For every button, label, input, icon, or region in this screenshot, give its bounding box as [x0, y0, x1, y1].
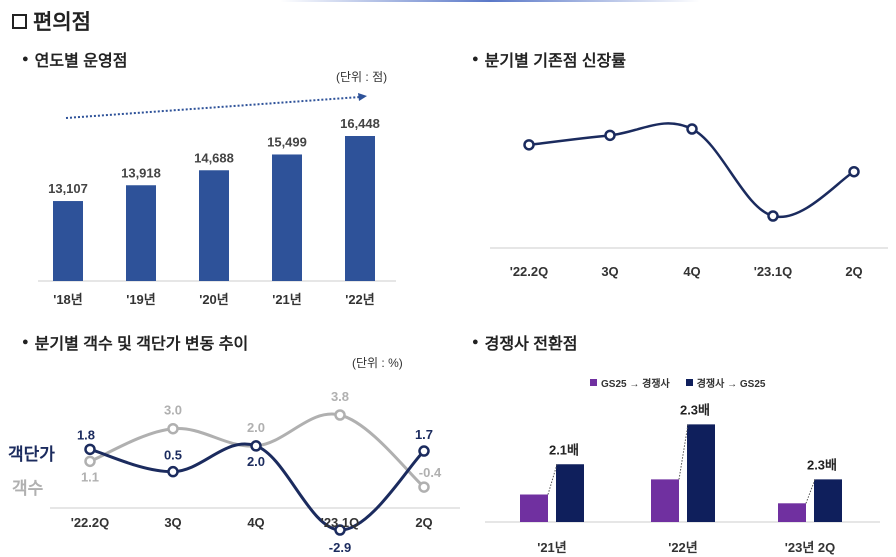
x-tick-label: 2Q	[415, 515, 432, 530]
legend-swatch-navy	[685, 379, 693, 386]
ratio-label: 2.1배	[549, 442, 579, 457]
x-tick-label: 4Q	[247, 515, 264, 530]
top-decoration-line	[280, 0, 700, 2]
data-label: 1.8	[77, 427, 95, 442]
bar	[272, 154, 302, 281]
bar	[126, 185, 156, 281]
side-label-count: 객수	[12, 479, 44, 498]
bullet-icon: ●	[472, 336, 479, 348]
data-point	[418, 481, 430, 493]
x-tick-label: 2Q	[845, 264, 862, 279]
data-point	[84, 455, 96, 468]
bar-value-label: 16,448	[340, 116, 380, 131]
section-title-customers: ● 분기별 객수 및 객단가 변동 추이	[22, 330, 248, 354]
ratio-connector	[805, 479, 816, 504]
trend-arrow-line	[65, 96, 361, 119]
ratio-connector	[678, 424, 689, 480]
x-tick-label: '22.2Q	[71, 515, 110, 530]
bar-to-competitor	[651, 479, 679, 522]
data-label: -2.9	[329, 540, 351, 555]
data-point	[604, 129, 616, 142]
legend-item-to-competitor: GS25 → 경쟁사	[590, 375, 670, 390]
ratio-connector	[547, 464, 558, 495]
section-title-stores: ● 연도별 운영점	[22, 47, 127, 71]
data-point	[523, 139, 535, 151]
x-tick-label: 3Q	[164, 515, 181, 530]
bar-value-label: 15,499	[267, 134, 307, 149]
data-label: -0.4	[419, 465, 442, 480]
bar	[199, 170, 229, 281]
legend-label-to-competitor: GS25 → 경쟁사	[601, 379, 670, 390]
data-label: 2.0	[247, 420, 265, 435]
data-point	[686, 123, 698, 135]
bullet-icon: ●	[22, 53, 29, 65]
page-title: 편의점	[12, 6, 91, 36]
x-tick-label: '22.2Q	[510, 264, 549, 279]
data-label: 1.7	[415, 427, 433, 442]
bullet-icon: ●	[472, 53, 479, 65]
legend-swatch-purple	[590, 379, 597, 386]
data-label: 3.8	[331, 389, 349, 404]
data-point	[334, 524, 346, 536]
legend-item-to-gs25: 경쟁사 → GS25	[685, 375, 766, 390]
x-tick-label: '19년	[126, 292, 156, 307]
data-point	[167, 465, 179, 478]
x-tick-label: '21년	[537, 540, 567, 555]
ratio-label: 2.3배	[680, 402, 710, 417]
bar-to-competitor	[778, 503, 806, 522]
bar-to-gs25	[814, 479, 842, 522]
page-title-text: 편의점	[33, 11, 91, 34]
unit-label-customers: (단위 : %)	[352, 356, 403, 370]
bar-value-label: 13,918	[121, 165, 161, 180]
data-label: 1.1	[81, 469, 99, 484]
section-title-stores-text: 연도별 운영점	[34, 53, 128, 70]
data-point	[167, 422, 179, 435]
section-title-growth-text: 분기별 기존점 신장률	[484, 53, 627, 70]
bar-to-competitor	[520, 494, 548, 522]
x-tick-label: '23년 2Q	[785, 540, 835, 555]
section-title-conversion-text: 경쟁사 전환점	[484, 336, 578, 353]
data-point	[418, 445, 430, 457]
data-label: 3.0	[164, 403, 182, 418]
bar-value-label: 14,688	[194, 150, 234, 165]
side-label-price: 객단가	[8, 445, 55, 464]
data-point	[250, 440, 262, 452]
x-tick-label: 3Q	[601, 264, 618, 279]
x-tick-label: '22년	[345, 292, 375, 307]
data-point	[848, 165, 860, 178]
bar-to-gs25	[687, 424, 715, 522]
unit-label-stores: (단위 : 점)	[336, 70, 388, 84]
bar	[345, 136, 375, 281]
trend-arrow-head	[358, 93, 367, 101]
bar-value-label: 13,107	[48, 181, 88, 196]
bar-to-gs25	[556, 464, 584, 522]
section-title-conversion: ● 경쟁사 전환점	[472, 330, 577, 354]
section-title-growth: ● 분기별 기존점 신장률	[472, 47, 626, 71]
bullet-icon: ●	[22, 336, 29, 348]
x-tick-label: '22년	[668, 540, 698, 555]
data-label: 2.0	[247, 454, 265, 469]
x-tick-label: '18년	[53, 292, 83, 307]
x-tick-label: '20년	[199, 292, 229, 307]
x-tick-label: '23.1Q	[754, 264, 793, 279]
x-tick-label: 4Q	[683, 264, 700, 279]
checkbox-icon	[12, 13, 27, 29]
data-point	[84, 443, 96, 456]
section-title-customers-text: 분기별 객수 및 객단가 변동 추이	[34, 336, 249, 353]
legend-label-to-gs25: 경쟁사 → GS25	[696, 379, 766, 390]
data-point	[334, 409, 346, 421]
ratio-label: 2.3배	[807, 457, 837, 472]
data-label: 0.5	[164, 448, 182, 463]
x-tick-label: '23.1Q	[321, 515, 360, 530]
x-tick-label: '21년	[272, 292, 302, 307]
data-point	[767, 210, 779, 222]
bar	[53, 201, 83, 281]
conversion-legend: GS25 → 경쟁사 경쟁사 → GS25	[590, 375, 765, 390]
